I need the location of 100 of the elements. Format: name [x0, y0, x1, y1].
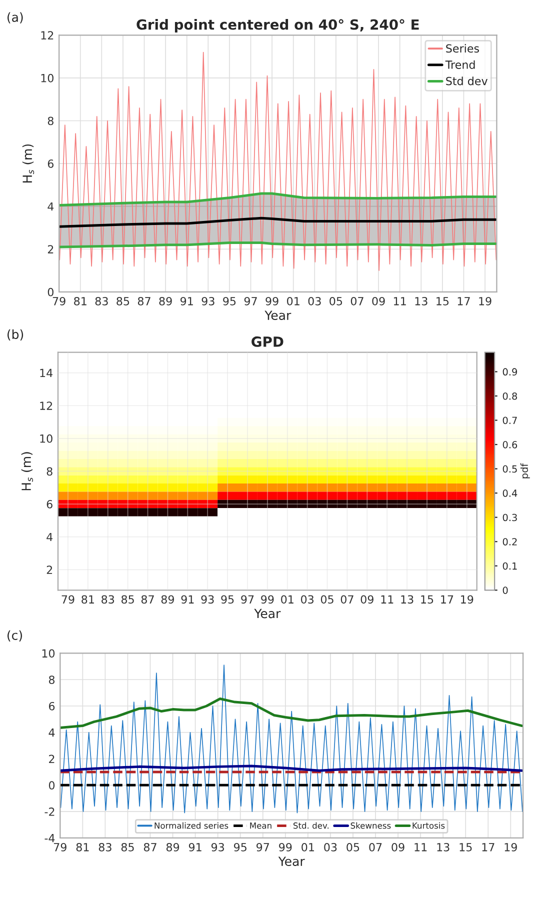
- x-tick-label: 19: [461, 595, 474, 604]
- x-tick-label: 03: [300, 595, 314, 604]
- x-tick-label: 81: [76, 842, 89, 852]
- color-bar-title: pdf: [520, 463, 530, 478]
- x-tick-label: 09: [372, 296, 385, 306]
- y-tick-label: 4: [48, 728, 55, 737]
- x-tick-label: 99: [266, 296, 278, 306]
- legend-label: Series: [446, 44, 479, 53]
- y-tick-label: 4: [46, 532, 53, 542]
- x-tick-label: 79: [62, 595, 74, 604]
- x-tick-label: 09: [392, 842, 404, 852]
- x-tick-label: 97: [244, 296, 257, 306]
- color-bar-label: 0.3: [502, 514, 517, 522]
- x-tick-label: 87: [138, 296, 150, 306]
- chart-title: GPD: [252, 336, 284, 347]
- line-series: [60, 697, 524, 730]
- y-tick-label: 0: [48, 288, 54, 296]
- x-tick-label: 85: [121, 595, 134, 604]
- line-series: [59, 192, 497, 207]
- legend-label: Std. dev.: [293, 822, 329, 829]
- x-tick-label: 07: [369, 842, 382, 852]
- x-tick-label: 81: [82, 595, 94, 604]
- y-tick-label: 14: [40, 368, 53, 378]
- y-tick-label: 0: [48, 781, 55, 790]
- y-tick-label: 6: [48, 160, 54, 168]
- legend-label: Kurtosis: [412, 822, 445, 829]
- x-tick-label: 13: [437, 842, 450, 852]
- text: (b): [8, 329, 24, 341]
- x-tick-label: 15: [421, 595, 434, 604]
- x-tick-label: 87: [141, 595, 154, 604]
- y-tick-label: -4: [44, 834, 55, 842]
- x-tick-label: 03: [324, 842, 337, 852]
- y-tick-label: 12: [40, 402, 52, 410]
- y-tick-label: 10: [41, 74, 54, 82]
- x-tick-label: 89: [166, 842, 180, 852]
- x-tick-label: 19: [504, 842, 517, 852]
- x-tick-label: 07: [340, 595, 354, 604]
- legend-label: Skewness: [350, 822, 391, 829]
- y-axis-title: H$_{s}$ (m): [22, 144, 34, 182]
- y-tick-label: 10: [42, 649, 55, 658]
- x-tick-label: 95: [223, 296, 236, 306]
- y-tick-label: 12: [41, 31, 54, 40]
- x-tick-label: 85: [116, 296, 130, 306]
- x-axis-title: Year: [278, 856, 305, 866]
- y-tick-label: -2: [44, 808, 54, 816]
- x-tick-label: 95: [221, 595, 234, 604]
- x-tick-label: 79: [52, 296, 66, 306]
- x-tick-label: 97: [241, 595, 254, 604]
- text: (a): [8, 12, 23, 24]
- x-tick-label: 05: [330, 296, 342, 306]
- y-tick-label: 8: [46, 467, 52, 476]
- x-tick-label: 01: [281, 595, 294, 604]
- y-tick-label: 2: [48, 245, 54, 254]
- y-tick-label: 4: [48, 202, 54, 211]
- color-bar-label: 0.5: [502, 465, 517, 473]
- x-tick-label: 89: [161, 595, 174, 604]
- y-tick-label: 2: [46, 566, 52, 574]
- x-tick-label: 17: [458, 297, 470, 306]
- x-tick-label: 83: [98, 842, 112, 852]
- x-tick-label: 93: [202, 296, 214, 306]
- line-series: [59, 52, 497, 271]
- x-tick-label: 11: [394, 297, 406, 306]
- x-tick-label: 01: [302, 842, 314, 852]
- x-tick-label: 05: [346, 842, 360, 852]
- color-bar-label: 0.2: [502, 538, 517, 546]
- x-tick-label: 15: [436, 297, 449, 306]
- legend-label: Normalized series: [154, 822, 228, 829]
- x-tick-label: 17: [441, 595, 454, 604]
- y-axis-title: H$_{s}$ (m): [21, 452, 33, 490]
- x-tick-label: 99: [279, 842, 292, 852]
- x-tick-label: 79: [54, 842, 66, 852]
- x-tick-label: 93: [201, 595, 214, 604]
- chart-title: Grid point centered on 40° S, 240° E: [136, 19, 419, 32]
- x-tick-label: 15: [460, 843, 472, 852]
- x-tick-label: 03: [308, 296, 321, 306]
- x-tick-label: 13: [415, 296, 428, 306]
- x-tick-label: 13: [401, 595, 414, 604]
- x-tick-label: 17: [482, 843, 494, 852]
- x-axis-title: Year: [254, 608, 281, 618]
- x-tick-label: 87: [144, 842, 156, 852]
- x-tick-label: 85: [121, 842, 134, 852]
- x-tick-label: 91: [181, 595, 194, 604]
- x-tick-label: 81: [74, 296, 86, 306]
- color-bar-label: 0.4: [502, 490, 518, 497]
- x-tick-label: 09: [360, 595, 374, 604]
- x-tick-label: 83: [95, 296, 108, 306]
- color-bar-label: 0.6: [502, 441, 518, 448]
- y-tick-label: 8: [48, 676, 55, 684]
- x-tick-label: 91: [188, 842, 202, 852]
- x-tick-label: 89: [159, 296, 172, 306]
- color-bar-label: 0.8: [502, 392, 518, 400]
- x-tick-label: 11: [381, 595, 394, 604]
- line-series: [60, 664, 523, 814]
- x-tick-label: 97: [256, 842, 269, 852]
- x-tick-label: 91: [180, 296, 193, 306]
- legend-label: Trend: [445, 60, 475, 69]
- y-tick-label: 10: [40, 434, 52, 443]
- x-tick-label: 83: [102, 595, 114, 604]
- x-tick-label: 05: [320, 595, 334, 604]
- color-bar-label: 0: [502, 586, 508, 594]
